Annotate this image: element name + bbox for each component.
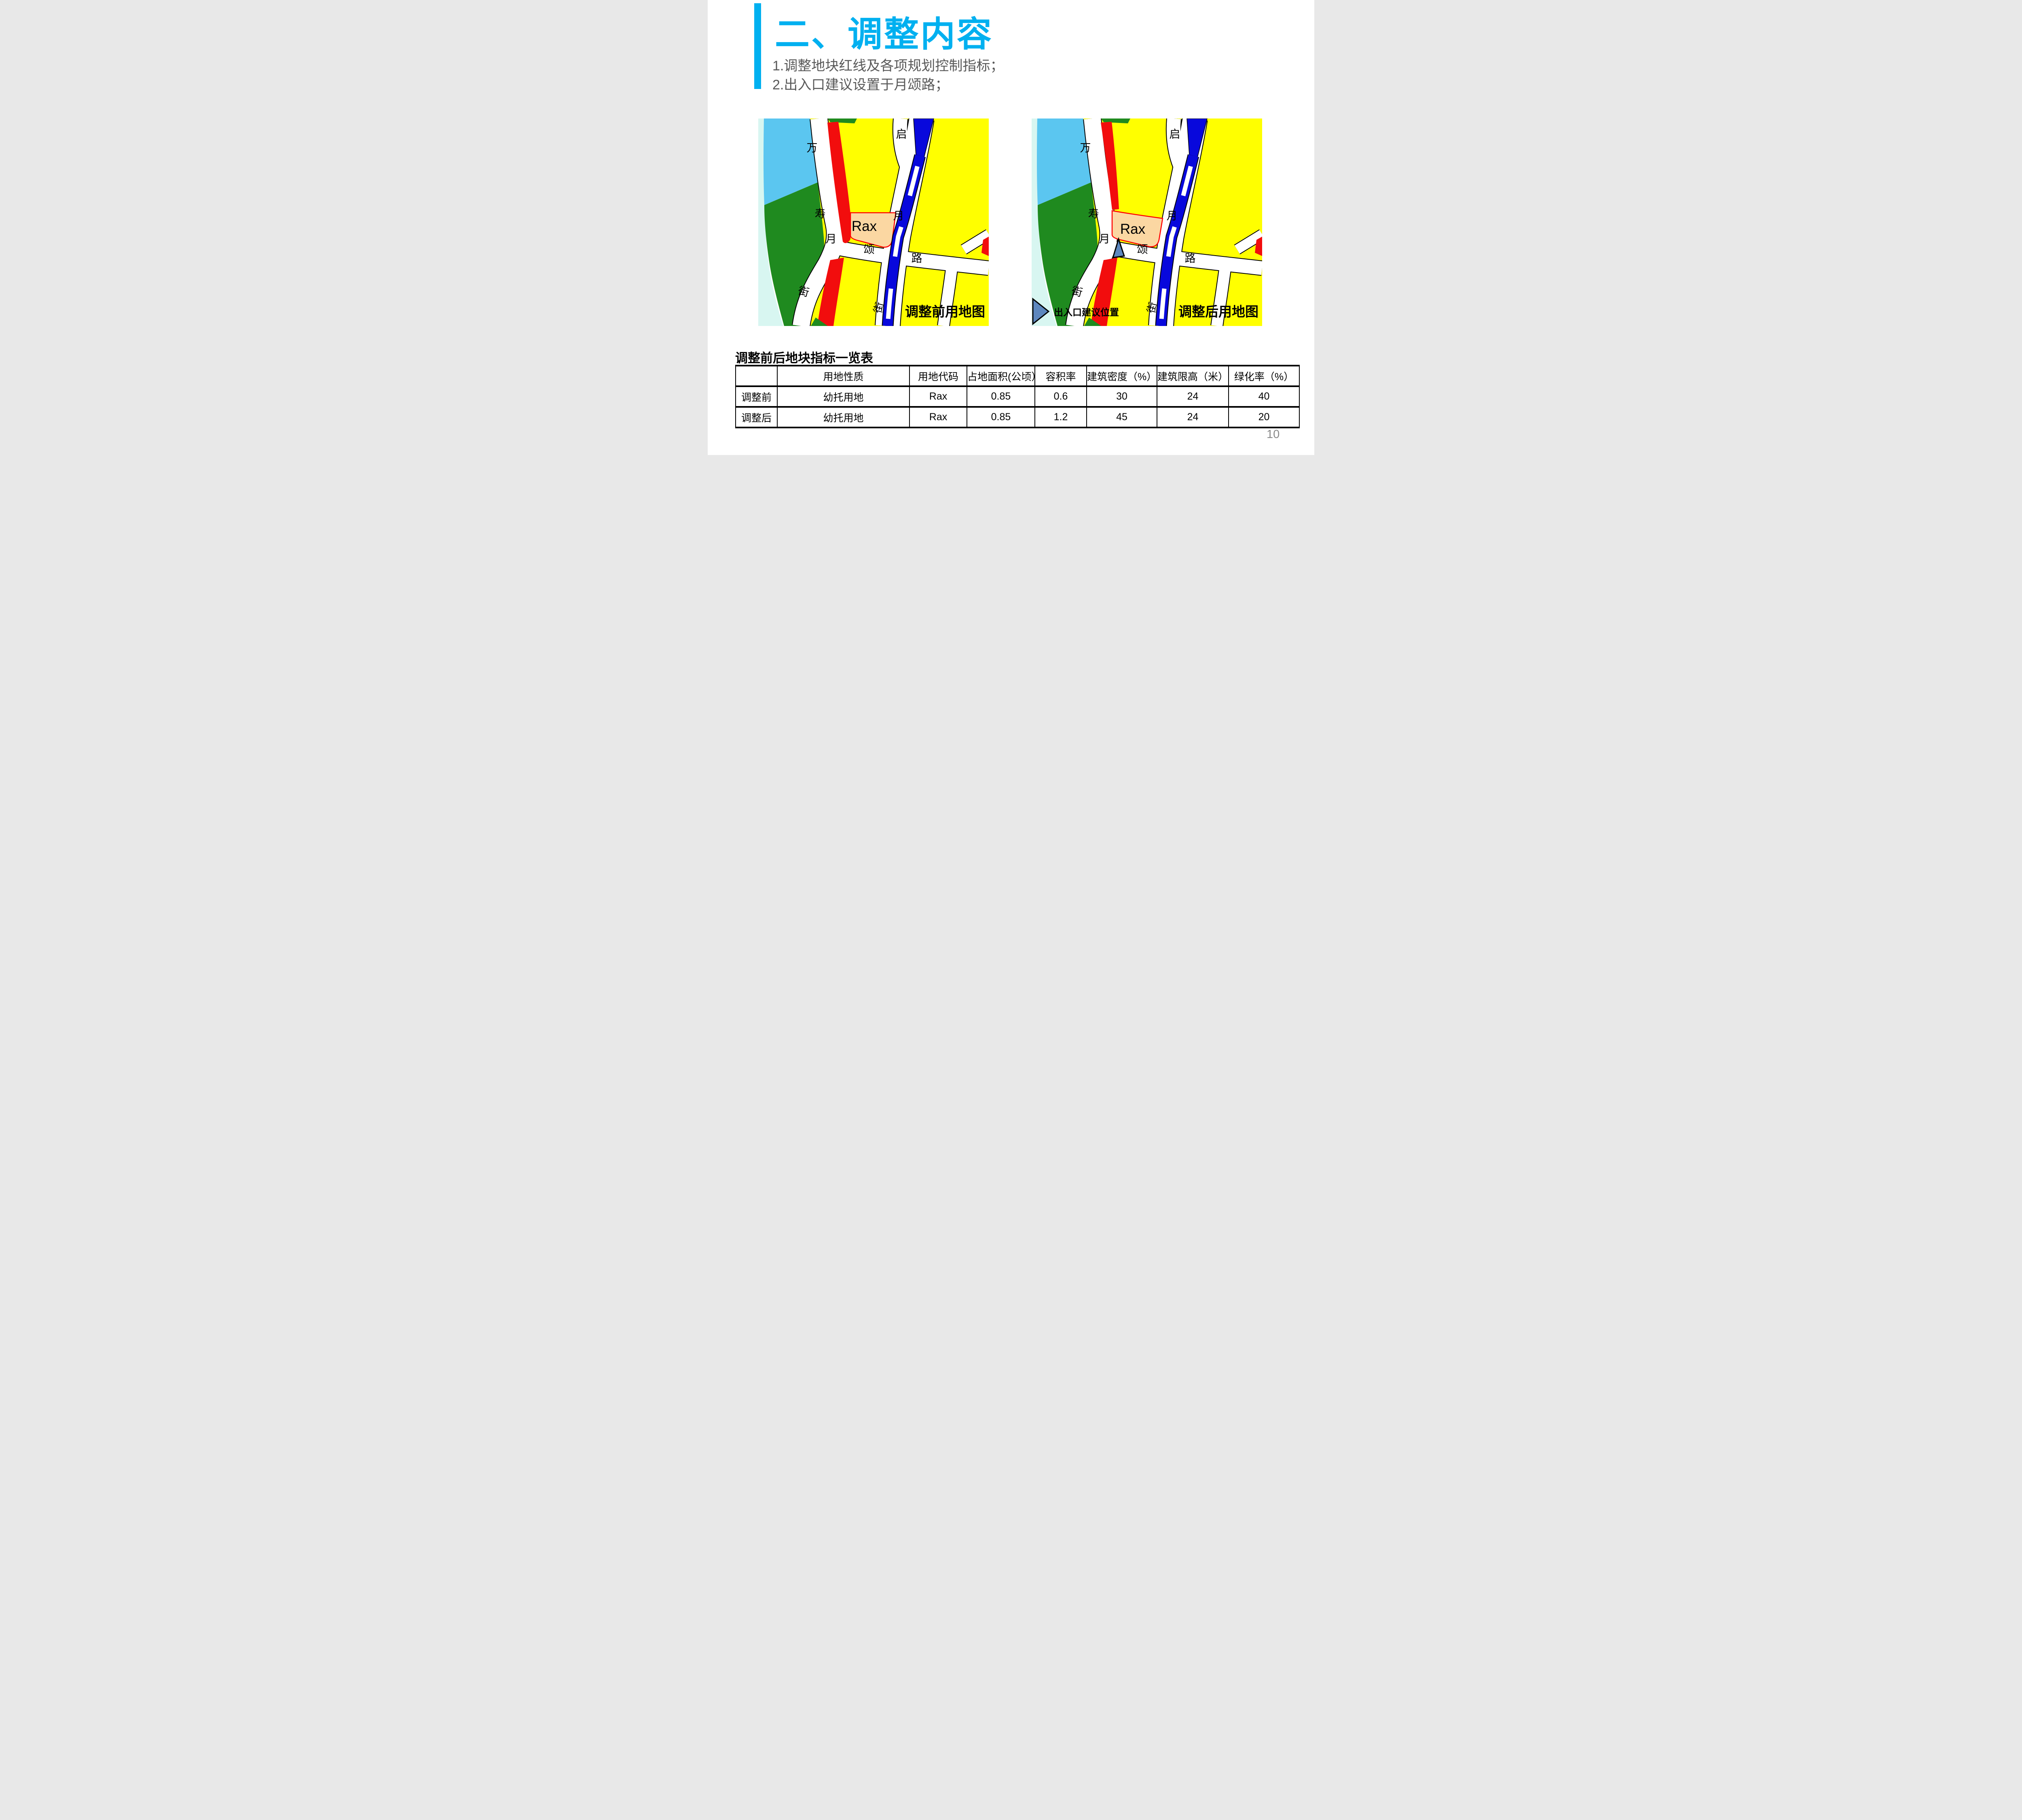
cell-green-rate-highlighted: 20 — [1228, 406, 1300, 428]
table-header-row: 用地性质 用地代码 占地面积(公顷） 容积率 建筑密度（%） 建筑限高（米） 绿… — [735, 365, 1300, 387]
col-header-blank — [735, 365, 778, 387]
bullet-item: 1.调整地块红线及各项规划控制指标； — [772, 58, 1004, 74]
red-strip-south — [1091, 258, 1117, 326]
road-southeast — [938, 262, 958, 326]
red-strip-north — [827, 122, 850, 243]
col-header-far: 容积率 — [1034, 365, 1087, 387]
slide: 二、调整内容 1.调整地块红线及各项规划控制指标； 2.出入口建议设置于月颂路； — [708, 0, 1314, 455]
road-label-shou: 寿 — [815, 208, 826, 220]
cell-green-rate: 40 — [1228, 385, 1300, 408]
table-title: 调整前后地块指标一览表 — [735, 351, 873, 365]
legend-label: 出入口建议位置 — [1054, 307, 1119, 317]
road-east-wedge — [1234, 230, 1262, 254]
red-sliver-east — [1255, 237, 1262, 256]
row-label: 调整前 — [735, 385, 778, 408]
water-edge-area — [1032, 119, 1057, 326]
col-header-area: 占地面积(公顷） — [967, 365, 1035, 387]
map-caption-after: 调整后用地图 — [1178, 304, 1258, 319]
red-strip-south — [817, 258, 844, 326]
road-label-lu: 路 — [912, 252, 922, 265]
road-label-song: 颂 — [1137, 243, 1148, 256]
parcel-rax-label: Rax — [1120, 221, 1146, 237]
col-header-code: 用地代码 — [909, 365, 967, 387]
road-label-wan: 万 — [1080, 142, 1091, 154]
map-before-canvas: 万 寿 月 街 启 月 颂 路 街 Rax 调整前用地图 — [758, 119, 989, 326]
road-west — [793, 119, 844, 326]
road-label-yue-west: 月 — [1099, 233, 1110, 245]
entrance-marker-icon — [1112, 237, 1125, 258]
road-label-lu: 路 — [1185, 252, 1196, 265]
cell-density: 30 — [1086, 385, 1157, 408]
row-label: 调整后 — [735, 406, 778, 428]
pond-water-area — [764, 119, 818, 205]
road-label-yue-east: 月 — [1167, 210, 1178, 222]
road-southeast — [1211, 262, 1231, 326]
cell-code: Rax — [909, 406, 967, 428]
col-header-land-use: 用地性质 — [777, 365, 910, 387]
road-label-song: 颂 — [864, 243, 875, 256]
red-strip-north — [1101, 122, 1119, 210]
road-label-yue-west: 月 — [826, 233, 837, 245]
cell-land-use: 幼托用地 — [777, 406, 910, 428]
indicator-table: 用地性质 用地代码 占地面积(公顷） 容积率 建筑密度（%） 建筑限高（米） 绿… — [735, 365, 1300, 428]
parcel-rax — [1111, 210, 1163, 248]
map-after-canvas: 万 寿 月 街 启 月 颂 路 街 Rax 出入口建议位置 调整后用地图 — [1032, 119, 1262, 326]
cell-area: 0.85 — [967, 385, 1035, 408]
cell-height-limit: 24 — [1157, 406, 1229, 428]
table-row-before: 调整前 幼托用地 Rax 0.85 0.6 30 24 40 — [735, 385, 1300, 408]
parcel-rax-label: Rax — [852, 218, 877, 234]
page-number: 10 — [1267, 428, 1280, 441]
map-caption-before: 调整前用地图 — [905, 304, 985, 319]
water-edge-area — [758, 119, 783, 326]
land-use-map-after: 万 寿 月 街 启 月 颂 路 街 Rax 出入口建议位置 调整后用地图 — [1032, 119, 1262, 326]
road-label-qi: 启 — [896, 128, 907, 140]
col-header-height-limit: 建筑限高（米） — [1157, 365, 1229, 387]
road-label-yue-east: 月 — [893, 210, 904, 222]
cell-far: 0.6 — [1034, 385, 1087, 408]
red-sliver-east — [981, 237, 989, 256]
road-label-qi: 启 — [1170, 128, 1180, 140]
legend-triangle-icon — [1032, 297, 1050, 326]
road-west — [1066, 119, 1117, 326]
road-label-wan: 万 — [807, 142, 818, 154]
title-accent-bar — [754, 3, 761, 89]
bullet-item: 2.出入口建议设置于月颂路； — [772, 77, 949, 93]
road-label-shou: 寿 — [1088, 208, 1099, 220]
cell-land-use: 幼托用地 — [777, 385, 910, 408]
cell-density-highlighted: 45 — [1086, 406, 1157, 428]
page-title: 二、调整内容 — [775, 15, 993, 54]
blue-road-median-dashes — [885, 155, 922, 326]
green-wedge-bottom — [1084, 317, 1101, 326]
land-use-map-before: 万 寿 月 街 启 月 颂 路 街 Rax 调整前用地图 — [758, 119, 989, 326]
blue-road-median-dashes — [1159, 155, 1196, 326]
col-header-green-rate: 绿化率（%） — [1228, 365, 1300, 387]
green-wedge-bottom — [811, 317, 828, 326]
table-row-after: 调整后 幼托用地 Rax 0.85 1.2 45 24 20 — [735, 406, 1300, 428]
road-east-wedge — [961, 230, 989, 254]
bullet-list: 1.调整地块红线及各项规划控制指标； 2.出入口建议设置于月颂路； — [772, 57, 1004, 95]
cell-area: 0.85 — [967, 406, 1035, 428]
pond-water-area — [1037, 119, 1091, 205]
cell-code: Rax — [909, 385, 967, 408]
cell-height-limit: 24 — [1157, 385, 1229, 408]
col-header-density: 建筑密度（%） — [1086, 365, 1157, 387]
cell-far-highlighted: 1.2 — [1034, 406, 1087, 428]
